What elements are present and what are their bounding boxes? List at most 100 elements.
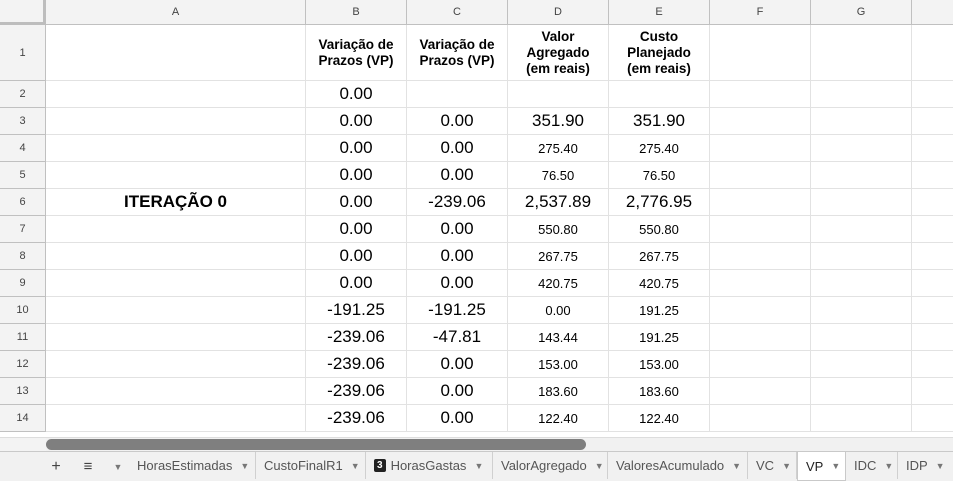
cell-b[interactable]: 0.00 xyxy=(306,270,407,297)
caret-down-icon[interactable]: ▼ xyxy=(594,460,604,471)
cell-e[interactable]: 76.50 xyxy=(609,162,710,189)
cell-c[interactable]: 0.00 xyxy=(407,270,508,297)
sheet-tab-idp[interactable]: IDP ▼ xyxy=(898,452,953,479)
cell-g[interactable] xyxy=(811,405,912,432)
caret-down-icon[interactable]: ▼ xyxy=(474,460,484,471)
cell-f[interactable] xyxy=(710,81,811,108)
column-header-d[interactable]: D xyxy=(508,0,609,25)
header-cell-b[interactable]: Variação de Prazos (VP) xyxy=(306,25,407,81)
add-sheet-button[interactable]: + xyxy=(44,452,68,481)
scrollbar-thumb[interactable] xyxy=(46,439,586,450)
cell-c[interactable]: 0.00 xyxy=(407,216,508,243)
cell-c[interactable]: 0.00 xyxy=(407,135,508,162)
cell-f[interactable] xyxy=(710,189,811,216)
cell-c[interactable]: 0.00 xyxy=(407,243,508,270)
column-header-g[interactable]: G xyxy=(811,0,912,25)
cell-b[interactable]: 0.00 xyxy=(306,189,407,216)
cell-b[interactable]: 0.00 xyxy=(306,162,407,189)
cell-e[interactable]: 191.25 xyxy=(609,297,710,324)
header-cell-d[interactable]: Valor Agregado (em reais) xyxy=(508,25,609,81)
cell-d[interactable]: 0.00 xyxy=(508,297,609,324)
row-number[interactable]: 7 xyxy=(0,216,46,243)
cell-c[interactable]: 0.00 xyxy=(407,405,508,432)
row-number[interactable]: 10 xyxy=(0,297,46,324)
sheet-tab-idc[interactable]: IDC ▼ xyxy=(846,452,898,479)
row-number[interactable]: 14 xyxy=(0,405,46,432)
cell-f[interactable] xyxy=(710,324,811,351)
tab-scroll-menu[interactable]: ▼ xyxy=(108,452,128,481)
cell-a[interactable] xyxy=(46,162,306,189)
cell-f[interactable] xyxy=(710,270,811,297)
cell-a[interactable] xyxy=(46,351,306,378)
cell-d[interactable]: 76.50 xyxy=(508,162,609,189)
cell-b[interactable]: 0.00 xyxy=(306,108,407,135)
header-cell-e[interactable]: Custo Planejado (em reais) xyxy=(609,25,710,81)
cell-e[interactable]: 2,776.95 xyxy=(609,189,710,216)
cell-b[interactable]: -191.25 xyxy=(306,297,407,324)
cell-g[interactable] xyxy=(811,108,912,135)
cell-d[interactable]: 122.40 xyxy=(508,405,609,432)
cell-g[interactable] xyxy=(811,216,912,243)
sheet-tab-horasestimadas[interactable]: HorasEstimadas ▼ xyxy=(129,452,256,479)
cell-a[interactable] xyxy=(46,297,306,324)
caret-down-icon[interactable]: ▼ xyxy=(884,460,894,471)
sheet-tab-valoragregado[interactable]: ValorAgregado ▼ xyxy=(493,452,608,479)
cell-f[interactable] xyxy=(710,297,811,324)
sheet-tab-horasgastas[interactable]: 3 HorasGastas ▼ xyxy=(366,452,493,479)
cell-f[interactable] xyxy=(710,351,811,378)
cell-b[interactable]: 0.00 xyxy=(306,216,407,243)
cell-g[interactable] xyxy=(811,135,912,162)
column-header-f[interactable]: F xyxy=(710,0,811,25)
cell-g[interactable] xyxy=(811,81,912,108)
cell-b[interactable]: -239.06 xyxy=(306,351,407,378)
header-cell-g[interactable] xyxy=(811,25,912,81)
cell-c[interactable] xyxy=(407,81,508,108)
cell-c[interactable]: 0.00 xyxy=(407,162,508,189)
cell-f[interactable] xyxy=(710,378,811,405)
cell-f[interactable] xyxy=(710,162,811,189)
cell-a[interactable] xyxy=(46,270,306,297)
cell-g[interactable] xyxy=(811,351,912,378)
caret-down-icon[interactable]: ▼ xyxy=(732,460,742,471)
cell-e[interactable]: 191.25 xyxy=(609,324,710,351)
row-number[interactable]: 5 xyxy=(0,162,46,189)
cell-e[interactable]: 153.00 xyxy=(609,351,710,378)
header-cell-c[interactable]: Variação de Prazos (VP) xyxy=(407,25,508,81)
cell-f[interactable] xyxy=(710,135,811,162)
cell-a[interactable] xyxy=(46,243,306,270)
select-all-corner[interactable] xyxy=(0,0,46,25)
horizontal-scrollbar[interactable] xyxy=(46,437,953,452)
cell-c[interactable]: -47.81 xyxy=(407,324,508,351)
cell-b[interactable]: -239.06 xyxy=(306,405,407,432)
cell-g[interactable] xyxy=(811,189,912,216)
cell-f[interactable] xyxy=(710,405,811,432)
cell-d[interactable]: 550.80 xyxy=(508,216,609,243)
cell-f[interactable] xyxy=(710,243,811,270)
row-number[interactable]: 6 xyxy=(0,189,46,216)
caret-down-icon[interactable]: ▼ xyxy=(350,460,360,471)
cell-c[interactable]: 0.00 xyxy=(407,351,508,378)
column-header-b[interactable]: B xyxy=(306,0,407,25)
cell-a[interactable] xyxy=(46,405,306,432)
cell-e[interactable]: 183.60 xyxy=(609,378,710,405)
cell-e[interactable]: 122.40 xyxy=(609,405,710,432)
sheet-tab-custofinalr1[interactable]: CustoFinalR1 ▼ xyxy=(256,452,366,479)
cell-e[interactable]: 351.90 xyxy=(609,108,710,135)
cell-c[interactable]: 0.00 xyxy=(407,108,508,135)
cell-a[interactable]: ITERAÇÃO 0 xyxy=(46,189,306,216)
cell-b[interactable]: 0.00 xyxy=(306,243,407,270)
cell-g[interactable] xyxy=(811,243,912,270)
cell-a[interactable] xyxy=(46,108,306,135)
cell-a[interactable] xyxy=(46,81,306,108)
caret-down-icon[interactable]: ▼ xyxy=(935,460,945,471)
sheet-tab-vp[interactable]: VP ▼ xyxy=(797,452,846,481)
cell-d[interactable]: 153.00 xyxy=(508,351,609,378)
cell-a[interactable] xyxy=(46,216,306,243)
row-number[interactable]: 12 xyxy=(0,351,46,378)
cell-d[interactable] xyxy=(508,81,609,108)
row-number[interactable]: 3 xyxy=(0,108,46,135)
cell-b[interactable]: -239.06 xyxy=(306,378,407,405)
cell-c[interactable]: 0.00 xyxy=(407,378,508,405)
caret-down-icon[interactable]: ▼ xyxy=(831,461,841,471)
row-number[interactable]: 9 xyxy=(0,270,46,297)
